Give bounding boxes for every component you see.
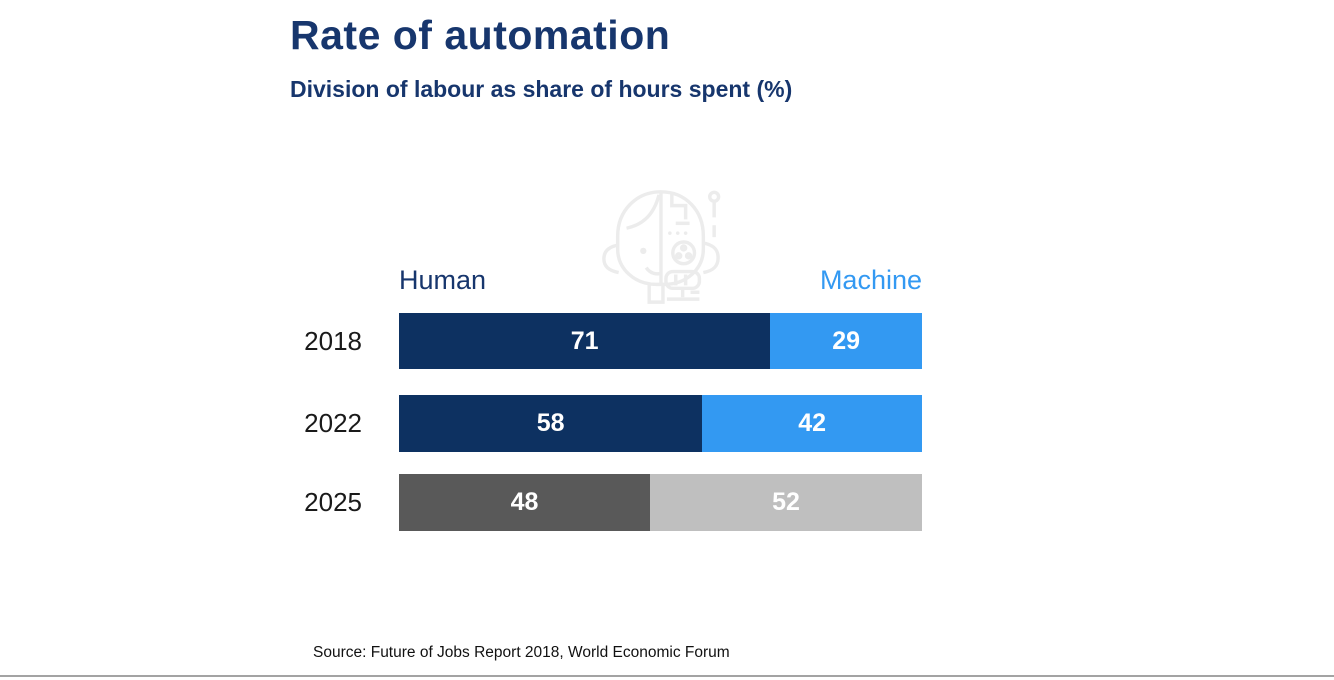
bar-value-machine: 52 <box>772 488 800 516</box>
year-label-2025: 2025 <box>304 487 362 517</box>
bar-value-human: 71 <box>570 326 599 355</box>
bottom-divider <box>0 675 1334 677</box>
automation-chart: Human Machine 2018 71 29 2022 58 42 <box>300 265 960 535</box>
legend-human-label: Human <box>399 265 487 295</box>
chart-row: 2018 71 29 <box>300 313 960 369</box>
bar-value-human: 48 <box>510 488 539 516</box>
legend-machine-label: Machine <box>819 265 922 295</box>
bar-2018: 71 29 <box>399 313 922 369</box>
bar-2025: 48 52 <box>399 474 922 531</box>
machine-segment: 52 <box>650 474 922 531</box>
bar-value-machine: 42 <box>798 409 827 437</box>
page-subtitle: Division of labour as share of hours spe… <box>290 76 793 102</box>
source-attribution: Source: Future of Jobs Report 2018, Worl… <box>313 644 730 661</box>
bar-2022: 58 42 <box>399 395 922 452</box>
chart-row: 2022 58 42 <box>300 395 960 452</box>
year-label-2018: 2018 <box>304 325 362 356</box>
bar-value-machine: 29 <box>832 326 861 355</box>
human-segment: 48 <box>399 474 651 531</box>
human-segment: 58 <box>399 395 703 452</box>
chart-row: 2025 48 52 <box>300 474 960 531</box>
machine-segment: 42 <box>702 395 922 452</box>
bar-value-human: 58 <box>536 409 565 437</box>
machine-segment: 29 <box>770 313 922 369</box>
page-title: Rate of automation <box>290 12 671 58</box>
legend: Human Machine <box>399 265 922 296</box>
human-segment: 71 <box>399 313 771 369</box>
year-label-2022: 2022 <box>304 408 362 438</box>
half-human-half-robot-icon <box>602 190 721 304</box>
